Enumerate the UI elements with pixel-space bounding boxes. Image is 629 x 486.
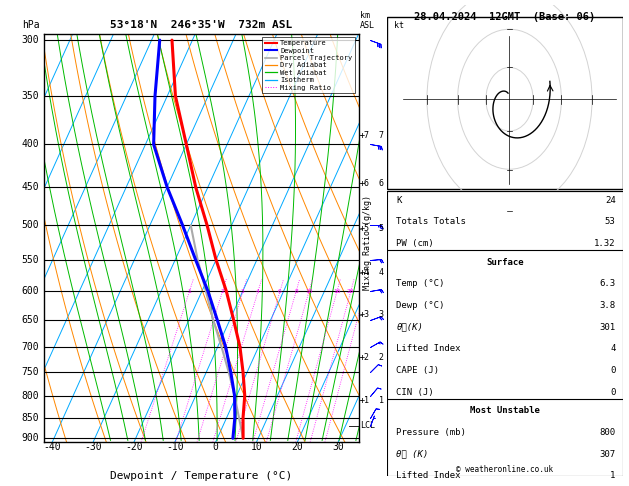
Text: 3: 3 [241,289,245,294]
Text: 20: 20 [347,289,355,294]
Text: +6: +6 [360,178,370,188]
Text: 800: 800 [599,428,616,437]
Text: 6: 6 [278,289,282,294]
Text: 2: 2 [379,353,384,362]
Text: +2: +2 [360,353,370,362]
Text: 4: 4 [379,268,384,277]
Text: 0: 0 [213,442,218,452]
Text: 600: 600 [21,286,39,296]
Text: Most Unstable: Most Unstable [470,406,540,415]
Text: PW (cm): PW (cm) [396,239,434,248]
Text: 3: 3 [379,310,384,319]
Text: 28.04.2024  12GMT  (Base: 06): 28.04.2024 12GMT (Base: 06) [414,12,596,22]
Text: 550: 550 [21,255,39,265]
Text: CIN (J): CIN (J) [396,388,434,397]
Text: Dewpoint / Temperature (°C): Dewpoint / Temperature (°C) [110,471,292,481]
Text: 350: 350 [21,91,39,101]
Text: hPa: hPa [21,20,39,30]
Text: 700: 700 [21,342,39,352]
Text: 1: 1 [379,396,384,404]
Legend: Temperature, Dewpoint, Parcel Trajectory, Dry Adiabat, Wet Adiabat, Isotherm, Mi: Temperature, Dewpoint, Parcel Trajectory… [262,37,355,93]
Text: 3.8: 3.8 [599,301,616,310]
Text: Dewp (°C): Dewp (°C) [396,301,445,310]
Text: Mixing Ratio (g/kg): Mixing Ratio (g/kg) [364,195,372,291]
Text: 400: 400 [21,139,39,149]
Bar [387,17,623,189]
Text: Totals Totals: Totals Totals [396,217,466,226]
Text: 500: 500 [21,220,39,230]
Text: 4: 4 [256,289,260,294]
Text: 53: 53 [605,217,616,226]
Text: 24: 24 [605,196,616,205]
Text: 750: 750 [21,367,39,377]
Text: 0: 0 [610,388,616,397]
Text: 10: 10 [250,442,262,452]
Text: 8: 8 [294,289,298,294]
Text: kt: kt [394,21,404,30]
Text: 300: 300 [21,35,39,45]
Text: Pressure (mb): Pressure (mb) [396,428,466,437]
Text: θᴇ(K): θᴇ(K) [396,323,423,331]
Text: +7: +7 [360,131,370,139]
Text: 53°18'N  246°35'W  732m ASL: 53°18'N 246°35'W 732m ASL [110,20,292,30]
Text: -30: -30 [84,442,102,452]
Text: 2: 2 [221,289,225,294]
Text: 30: 30 [332,442,344,452]
Text: -10: -10 [166,442,184,452]
Text: Lifted Index: Lifted Index [396,471,461,480]
Text: 850: 850 [21,413,39,422]
Text: 1: 1 [610,471,616,480]
Text: LCL: LCL [360,421,375,431]
Text: 7: 7 [379,131,384,139]
Text: CAPE (J): CAPE (J) [396,366,439,375]
Text: 800: 800 [21,391,39,400]
Text: 6.3: 6.3 [599,279,616,288]
Text: Surface: Surface [486,258,523,267]
Text: 5: 5 [379,225,384,233]
Text: 6: 6 [379,178,384,188]
Text: 301: 301 [599,323,616,331]
Text: 307: 307 [599,450,616,458]
Text: +5: +5 [360,225,370,233]
Text: 1.32: 1.32 [594,239,616,248]
Text: 20: 20 [291,442,303,452]
Text: θᴇ (K): θᴇ (K) [396,450,428,458]
Text: +1: +1 [360,396,370,404]
Bar [387,191,623,476]
Text: -40: -40 [43,442,61,452]
Text: © weatheronline.co.uk: © weatheronline.co.uk [456,465,554,474]
Text: 650: 650 [21,315,39,325]
Text: K: K [396,196,402,205]
Text: 1: 1 [187,289,191,294]
Text: 16: 16 [333,289,341,294]
Text: +3: +3 [360,310,370,319]
Text: 0: 0 [610,366,616,375]
Text: 450: 450 [21,182,39,192]
Text: 4: 4 [610,344,616,353]
Text: Lifted Index: Lifted Index [396,344,461,353]
Text: Temp (°C): Temp (°C) [396,279,445,288]
Text: 900: 900 [21,433,39,443]
Text: +4: +4 [360,268,370,277]
Text: -20: -20 [125,442,143,452]
Text: km
ASL: km ASL [360,11,375,30]
Text: 10: 10 [305,289,313,294]
